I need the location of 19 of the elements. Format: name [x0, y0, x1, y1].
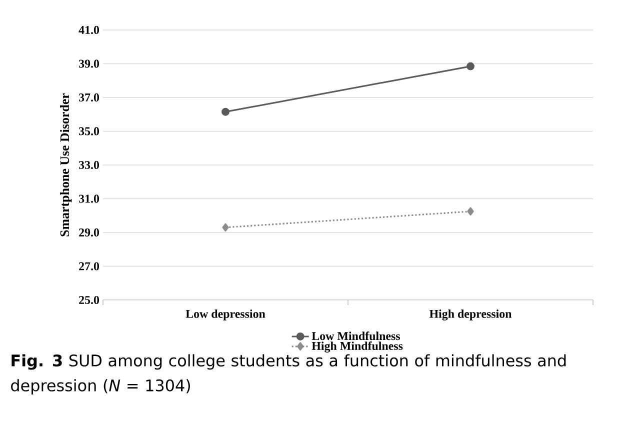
- point: [222, 108, 230, 116]
- y-tick-label: 41.0: [78, 26, 100, 34]
- x-tick-label: Low depression: [186, 309, 266, 320]
- legend-label: Low Mindfulness: [312, 332, 400, 340]
- legend-label: High Mindfulness: [312, 341, 403, 353]
- point: [467, 207, 474, 216]
- x-tick-label: High depression: [429, 309, 512, 320]
- y-tick-label: 27.0: [79, 262, 100, 270]
- y-tick-label: 39.0: [79, 60, 100, 68]
- y-tick-label: 35.0: [79, 127, 100, 136]
- y-tick-label: 33.0: [79, 160, 100, 170]
- text: Fig. 3 SUD among college students as a function of mindfulness and depression (N = 1304): [11, 354, 566, 395]
- y-tick-label: 37.0: [79, 93, 100, 102]
- y-tick-label: 31.0: [79, 194, 100, 203]
- point: [222, 223, 229, 232]
- y-tick-label: 25.0: [79, 296, 100, 304]
- point: [466, 62, 474, 70]
- y-tick-label: 29.0: [79, 228, 100, 237]
- y-axis-title: Smartphone Use Disorder: [60, 93, 72, 236]
